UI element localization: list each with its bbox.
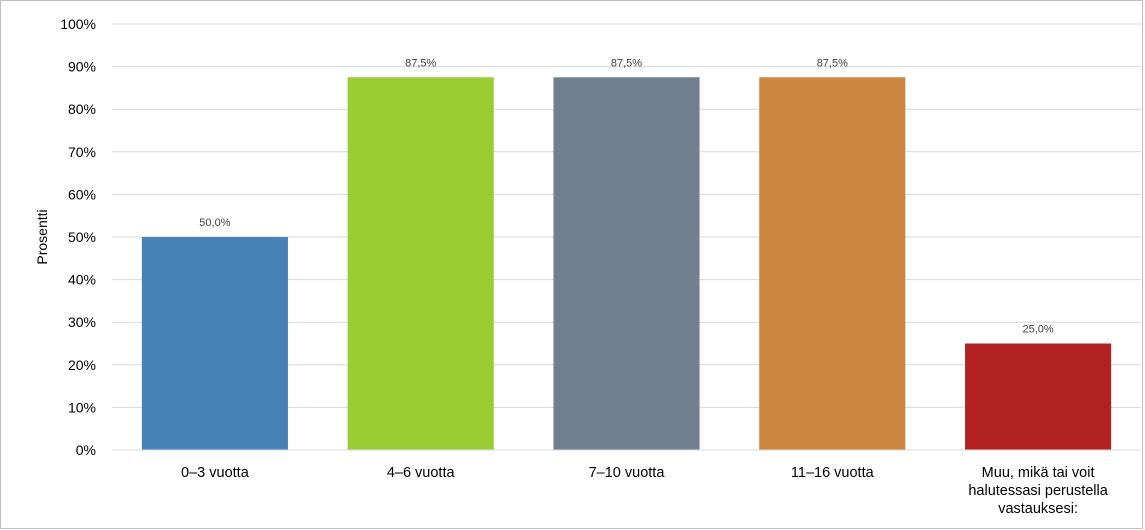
y-tick-labels: 0% 10% 20% 30% 40% 50% 60% 70% 80% 90% 100%	[60, 16, 96, 458]
y-tick-label: 50%	[68, 229, 96, 245]
bar	[141, 237, 288, 450]
bar	[965, 343, 1112, 450]
y-tick-label: 70%	[68, 144, 96, 160]
bars	[141, 77, 1112, 450]
y-tick-label: 0%	[76, 442, 96, 458]
y-tick-label: 80%	[68, 101, 96, 117]
data-label: 87,5%	[405, 57, 436, 69]
y-axis-title: Prosentti	[34, 209, 50, 264]
bar	[553, 77, 700, 450]
bar	[347, 77, 494, 450]
y-tick-label: 10%	[68, 399, 96, 415]
bar	[759, 77, 906, 450]
category-label: 7–10 vuotta	[589, 465, 666, 481]
category-label: 4–6 vuotta	[387, 465, 456, 481]
y-tick-label: 100%	[60, 16, 96, 32]
data-labels: 50,0% 87,5% 87,5% 87,5% 25,0%	[199, 57, 1054, 335]
data-label: 87,5%	[817, 57, 848, 69]
y-tick-label: 60%	[68, 186, 96, 202]
data-label: 87,5%	[611, 57, 642, 69]
category-label: Muu, mikä tai voit halutessasi perustella…	[968, 465, 1108, 517]
y-tick-label: 90%	[68, 59, 96, 75]
data-label: 25,0%	[1022, 324, 1053, 336]
category-label: 11–16 vuotta	[791, 465, 875, 481]
category-label: 0–3 vuotta	[181, 465, 250, 481]
y-tick-label: 30%	[68, 314, 96, 330]
data-label: 50,0%	[199, 217, 230, 229]
y-tick-label: 40%	[68, 272, 96, 288]
y-tick-label: 20%	[68, 357, 96, 373]
category-labels: 0–3 vuotta 4–6 vuotta 7–10 vuotta 11–16 vuo…	[181, 465, 1109, 517]
